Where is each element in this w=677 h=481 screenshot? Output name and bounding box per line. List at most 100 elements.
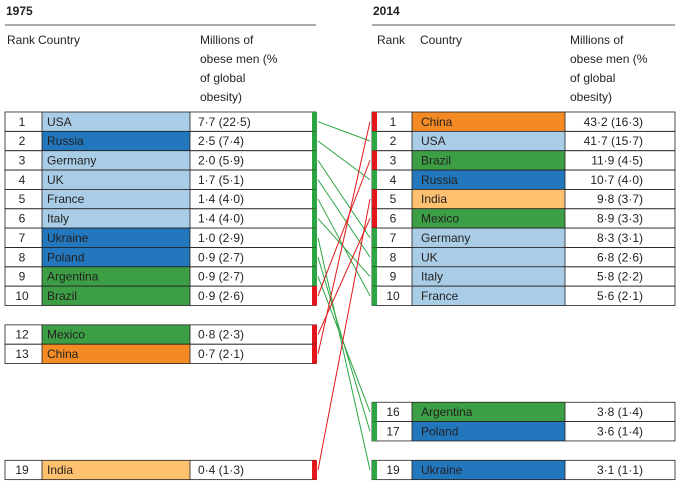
change-marker xyxy=(372,228,377,248)
header-value: Millions of obese men (% of global obesi… xyxy=(200,33,278,104)
country: UK xyxy=(421,250,438,264)
rank: 9 xyxy=(19,270,26,284)
value: 43·2 (16·3) xyxy=(584,115,643,129)
value: 5·6 (2·1) xyxy=(597,289,643,303)
country: Mexico xyxy=(421,212,459,226)
country-cell xyxy=(412,402,565,422)
value: 41·7 (15·7) xyxy=(584,134,643,148)
value: 6·8 (2·6) xyxy=(597,250,643,264)
header-rank: Rank xyxy=(7,33,36,47)
change-marker xyxy=(312,266,317,287)
rank: 1 xyxy=(19,115,26,129)
change-marker xyxy=(312,208,317,229)
rank: 12 xyxy=(15,328,29,342)
country-cell xyxy=(42,189,190,209)
rank-link xyxy=(317,198,371,471)
country-cell xyxy=(412,266,565,287)
country: Germany xyxy=(47,154,96,168)
change-marker xyxy=(372,150,377,171)
rank: 8 xyxy=(19,250,26,264)
rank-link xyxy=(317,140,371,181)
rank: 10 xyxy=(15,289,29,303)
country: Italy xyxy=(47,212,69,226)
value: 9·8 (3·7) xyxy=(597,192,643,206)
country: USA xyxy=(47,115,72,129)
rank: 3 xyxy=(390,154,397,168)
country-cell xyxy=(42,344,190,364)
rank: 9 xyxy=(390,270,397,284)
country: Russia xyxy=(421,173,458,187)
change-marker xyxy=(312,344,317,364)
country-cell xyxy=(42,170,190,190)
rank: 2 xyxy=(19,134,26,148)
country: Ukraine xyxy=(47,231,89,245)
rank-link xyxy=(317,121,371,354)
country: India xyxy=(421,192,447,206)
rank: 19 xyxy=(15,463,29,477)
value: 1·0 (2·9) xyxy=(198,231,244,245)
value: 1·4 (4·0) xyxy=(198,212,244,226)
value: 2·5 (7·4) xyxy=(198,134,244,148)
change-marker xyxy=(312,324,317,345)
country-cell xyxy=(412,247,565,267)
rank-link xyxy=(317,160,371,239)
value: 7·7 (22·5) xyxy=(198,115,251,129)
rank: 4 xyxy=(19,173,26,187)
rank: 7 xyxy=(390,231,397,245)
header-country: Country xyxy=(420,33,463,47)
change-marker xyxy=(312,189,317,209)
rank-link xyxy=(317,276,371,413)
country-cell xyxy=(42,228,190,248)
country-cell xyxy=(42,266,190,287)
rank-link xyxy=(317,179,371,258)
rank: 10 xyxy=(386,289,400,303)
country: China xyxy=(47,347,79,361)
country-cell xyxy=(412,170,565,190)
country: Mexico xyxy=(47,328,85,342)
rank: 4 xyxy=(390,173,397,187)
change-marker xyxy=(372,170,377,190)
rank: 2 xyxy=(390,134,397,148)
rank-link xyxy=(317,218,371,277)
change-marker xyxy=(372,131,377,151)
change-marker xyxy=(372,460,377,480)
country: USA xyxy=(421,134,446,148)
value: 1·7 (5·1) xyxy=(198,173,244,187)
rank-link xyxy=(317,237,371,471)
value: 0·8 (2·3) xyxy=(198,328,244,342)
rank: 5 xyxy=(390,192,397,206)
header-value: Millions of obese men (% of global obesi… xyxy=(570,33,648,104)
value: 2·0 (5·9) xyxy=(198,154,244,168)
country-cell xyxy=(42,208,190,229)
value: 0·9 (2·6) xyxy=(198,289,244,303)
rank: 1 xyxy=(390,115,397,129)
rank-link xyxy=(317,121,371,142)
country: China xyxy=(421,115,453,129)
country-cell xyxy=(42,247,190,267)
country: France xyxy=(47,192,85,206)
panel-title: 1975 xyxy=(6,4,33,18)
panel-title: 2014 xyxy=(373,4,400,18)
country-cell xyxy=(412,131,565,151)
value: 11·9 (4·5) xyxy=(591,154,643,168)
change-marker xyxy=(372,286,377,306)
change-marker xyxy=(372,402,377,422)
country-cell xyxy=(412,112,565,132)
country-cell xyxy=(412,421,565,441)
change-marker xyxy=(312,460,317,480)
value: 0·9 (2·7) xyxy=(198,270,244,284)
rank: 3 xyxy=(19,154,26,168)
country: Argentina xyxy=(47,270,99,284)
change-marker xyxy=(312,131,317,151)
change-marker xyxy=(372,247,377,267)
change-marker xyxy=(312,112,317,132)
value: 3·8 (1·4) xyxy=(597,405,643,419)
value: 3·1 (1·1) xyxy=(597,463,643,477)
country: UK xyxy=(47,173,64,187)
header-rank: Rank xyxy=(377,33,406,47)
country-cell xyxy=(412,460,565,480)
country: Argentina xyxy=(421,405,473,419)
country: Poland xyxy=(47,250,84,264)
